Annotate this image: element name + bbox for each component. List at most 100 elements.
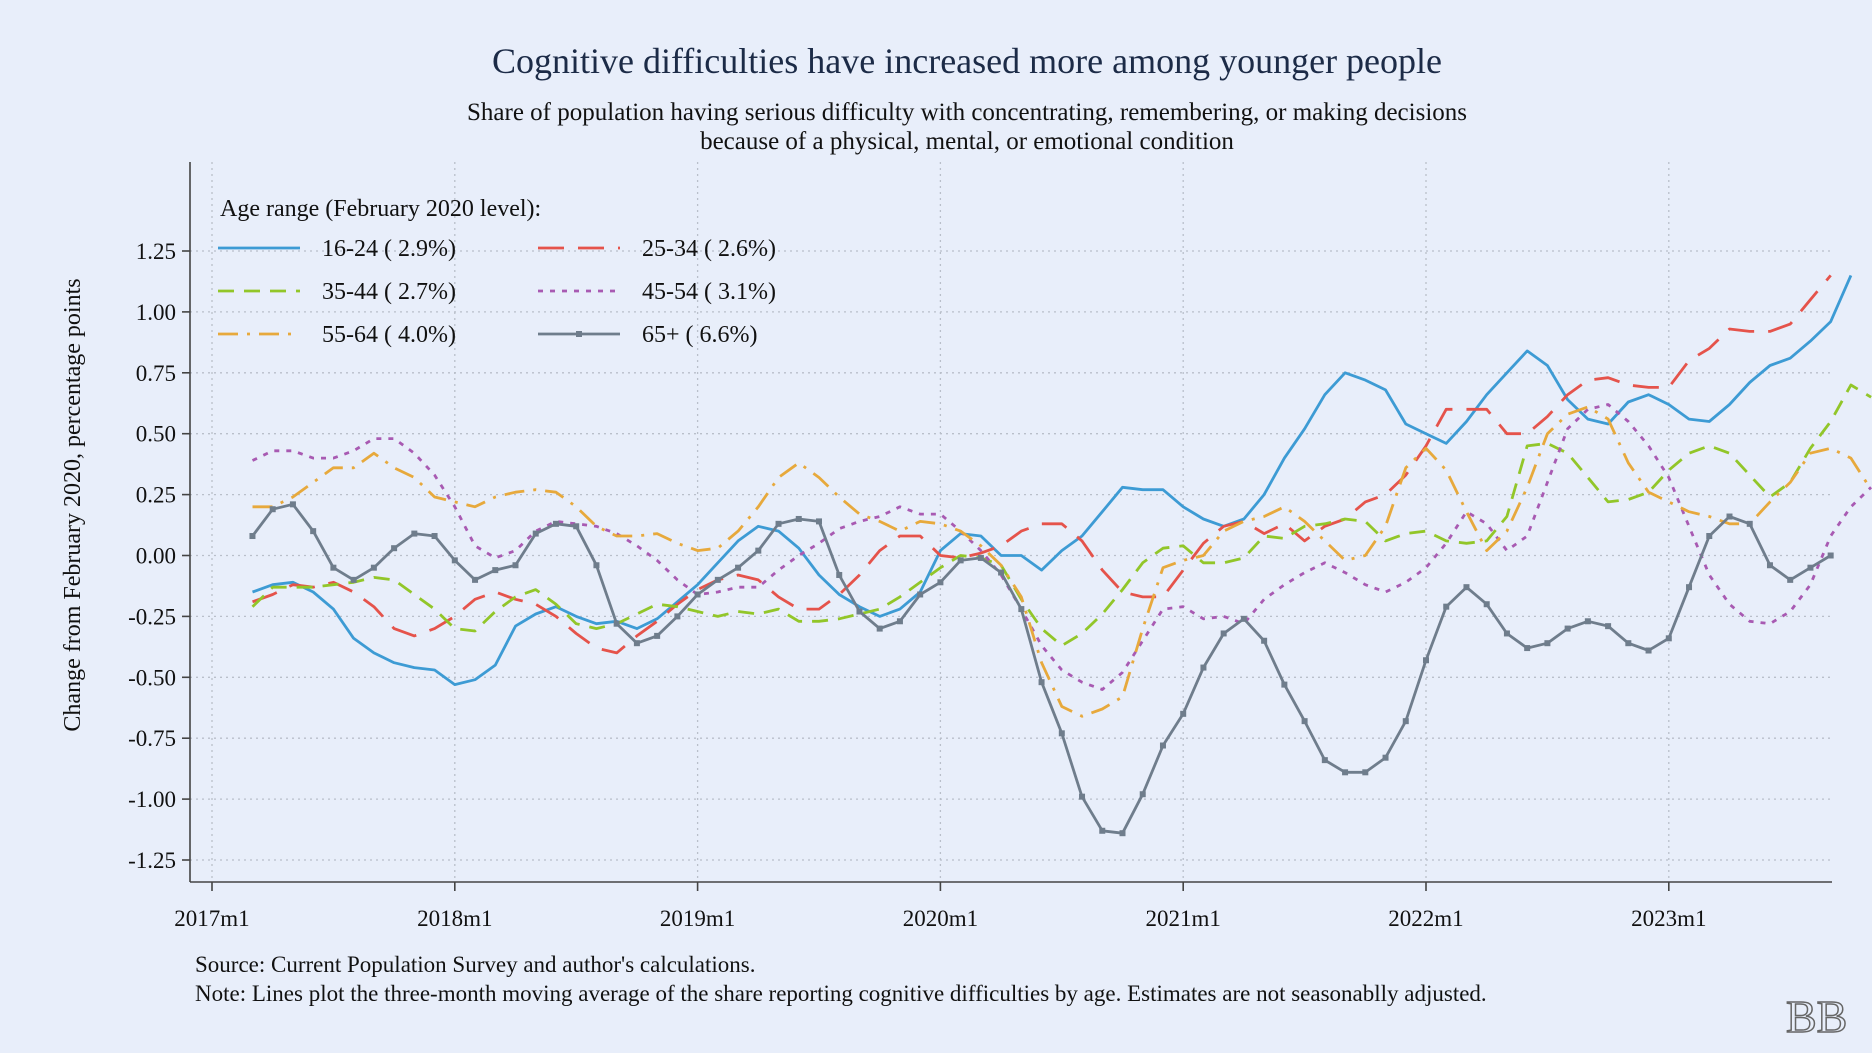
series-point-5 (1301, 718, 1308, 725)
x-tick-label: 2017m1 (174, 906, 249, 931)
series-point-5 (1746, 520, 1753, 527)
chart-subtitle-line-2: because of a physical, mental, or emotio… (700, 128, 1234, 155)
bb-logo: BB (1786, 991, 1847, 1042)
x-tick-label: 2019m1 (660, 906, 735, 931)
series-point-5 (1686, 584, 1693, 591)
series-point-5 (451, 557, 458, 564)
y-tick-label: -0.25 (128, 604, 176, 629)
y-tick-label: -0.50 (128, 665, 176, 690)
series-point-5 (512, 562, 519, 569)
x-tick-label: 2023m1 (1631, 906, 1706, 931)
series-point-5 (1180, 710, 1187, 717)
series-point-5 (957, 557, 964, 564)
series-point-5 (1382, 754, 1389, 761)
series-point-5 (1402, 718, 1409, 725)
series-point-5 (1139, 791, 1146, 798)
series-point-5 (714, 576, 721, 583)
series-point-5 (1362, 769, 1369, 776)
legend-label-0: 16-24 ( 2.9%) (322, 236, 456, 262)
series-point-5 (1766, 562, 1773, 569)
series-point-5 (917, 591, 924, 598)
series-point-5 (593, 562, 600, 569)
series-line-0 (252, 274, 1853, 686)
series-point-5 (1665, 635, 1672, 642)
series-point-5 (289, 501, 296, 508)
series-point-5 (937, 579, 944, 586)
series-point-5 (249, 533, 256, 540)
series-point-5 (1423, 657, 1429, 664)
x-tick-label: 2021m1 (1146, 906, 1221, 931)
legend-label-4: 55-64 ( 4.0%) (322, 322, 456, 348)
series-point-5 (1503, 630, 1510, 637)
y-tick-label: 1.25 (136, 239, 176, 264)
series-point-5 (1807, 564, 1814, 571)
x-tick-label: 2022m1 (1388, 906, 1463, 931)
series-point-5 (1281, 681, 1288, 688)
series-point-5 (735, 564, 742, 571)
series-point-5 (654, 632, 661, 639)
y-axis-label: Change from February 2020, percentage po… (60, 278, 86, 731)
x-tick-label: 2020m1 (903, 906, 978, 931)
series-point-5 (1787, 576, 1794, 583)
series-point-5 (1159, 742, 1166, 749)
series-point-5 (492, 567, 499, 574)
legend-marker-5 (576, 331, 582, 337)
grid (190, 162, 1832, 882)
series-point-5 (1240, 615, 1247, 622)
series-point-5 (998, 569, 1005, 576)
y-tick-label: 1.00 (136, 300, 176, 325)
series-point-5 (1099, 827, 1106, 834)
series-point-5 (1827, 552, 1834, 559)
source-note: Source: Current Population Survey and au… (195, 952, 756, 977)
x-tick-label: 2018m1 (417, 906, 492, 931)
y-tick-label: 0.50 (136, 422, 176, 447)
series-point-5 (1058, 730, 1065, 737)
series-point-5 (836, 571, 843, 578)
series-point-5 (1200, 664, 1207, 671)
series-point-5 (1342, 769, 1349, 776)
series-point-5 (350, 576, 357, 583)
series-point-5 (391, 545, 398, 552)
series-point-5 (330, 564, 337, 571)
series-point-5 (1261, 637, 1268, 644)
chart-title: Cognitive difficulties have increased mo… (492, 41, 1442, 81)
series-point-5 (1463, 584, 1470, 591)
series-point-5 (795, 515, 802, 522)
series-point-5 (1625, 640, 1632, 647)
series-point-5 (532, 530, 539, 537)
axes: 1.25 1.00 0.75 0.50 0.25 0.00 -0.25 -0.50 -0.75 -… (128, 162, 1832, 931)
series-point-5 (1584, 618, 1591, 625)
legend-title: Age range (February 2020 level): (220, 196, 541, 222)
series-point-5 (1706, 533, 1713, 540)
series-point-5 (613, 620, 620, 627)
series-point-5 (1544, 640, 1551, 647)
series-point-5 (1321, 757, 1328, 764)
series-line-4 (252, 405, 1872, 718)
series-point-5 (310, 528, 317, 535)
legend: Age range (February 2020 level): 16-24 (… (218, 196, 776, 348)
series-line-1 (252, 274, 1832, 655)
method-note: Note: Lines plot the three-month moving … (195, 981, 1487, 1006)
series-point-5 (1443, 603, 1450, 610)
y-tick-label: -1.25 (128, 848, 176, 873)
series-point-5 (1220, 630, 1227, 637)
y-tick-label: 0.75 (136, 361, 176, 386)
series-point-5 (1605, 623, 1612, 630)
series-point-5 (1645, 647, 1652, 654)
series-point-5 (1079, 793, 1086, 800)
series-point-5 (431, 533, 438, 540)
series-point-5 (370, 564, 377, 571)
series-point-5 (1726, 513, 1733, 520)
series-point-5 (1483, 601, 1490, 608)
series-point-5 (552, 520, 559, 527)
series-point-5 (1038, 679, 1045, 686)
legend-label-3: 45-54 ( 3.1%) (642, 279, 776, 305)
series-point-5 (694, 591, 701, 598)
series-point-5 (816, 518, 822, 525)
series-point-5 (411, 530, 418, 537)
y-tick-label: -0.75 (128, 726, 176, 751)
series-line-2 (251, 383, 1872, 647)
legend-label-5: 65+ ( 6.6%) (642, 322, 758, 348)
series-point-5 (472, 576, 479, 583)
